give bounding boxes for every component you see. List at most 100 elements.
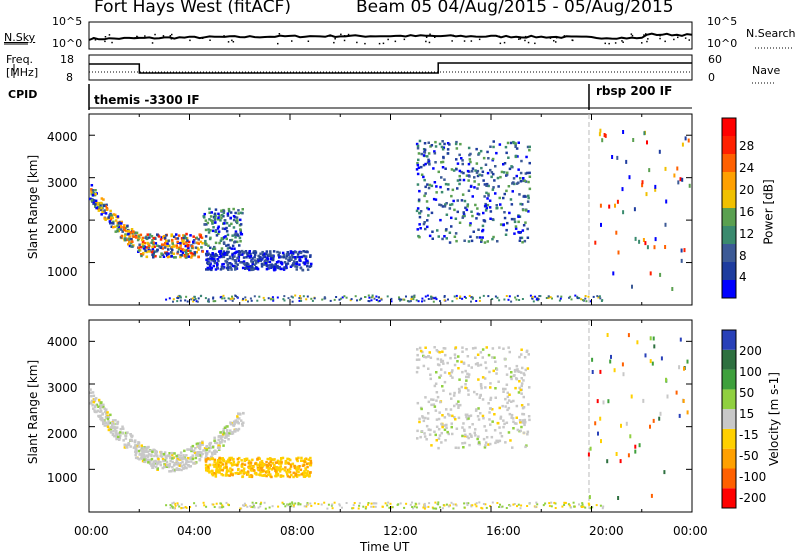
nsearch-point bbox=[343, 35, 346, 37]
power-panel-cell bbox=[293, 256, 297, 259]
power-panel-cell bbox=[229, 216, 232, 220]
velocity-panel-cell bbox=[266, 470, 269, 473]
power-panel-cell bbox=[121, 230, 124, 233]
velocity-panel-cell bbox=[428, 433, 432, 436]
power-panel-ground-cell bbox=[433, 297, 436, 300]
velocity-panel-cell bbox=[464, 433, 467, 437]
power-panel-cell bbox=[422, 175, 425, 179]
power-panel-cell bbox=[463, 214, 466, 218]
power-panel-cell bbox=[448, 207, 452, 210]
velocity-panel-cell bbox=[434, 382, 438, 385]
power-panel-cell bbox=[249, 252, 252, 256]
velocity-panel-cell bbox=[228, 432, 231, 435]
velocity-panel-cell bbox=[189, 457, 192, 460]
velocity-panel-cell bbox=[250, 475, 254, 479]
power-panel-cell bbox=[242, 260, 246, 263]
velocity-panel-cell bbox=[483, 446, 487, 449]
power-panel-cell bbox=[152, 253, 156, 257]
velocity-panel-cell bbox=[119, 434, 122, 437]
velocity-panel-cell bbox=[166, 464, 169, 467]
velocity-panel-cell bbox=[240, 469, 243, 472]
velocity-panel-ground-cell bbox=[414, 502, 417, 505]
power-panel-cell bbox=[469, 160, 472, 164]
power-panel-cell bbox=[435, 191, 438, 194]
power-panel-cell bbox=[212, 259, 216, 263]
velocity-panel-cell bbox=[117, 432, 120, 435]
power-panel-ground-cell bbox=[367, 294, 370, 297]
velocity-panel-cell bbox=[495, 372, 498, 375]
power-panel-cell bbox=[473, 176, 476, 179]
velocity-panel-cell bbox=[416, 348, 419, 351]
power-panel-cell bbox=[268, 260, 272, 264]
velocity-panel-cell bbox=[175, 454, 178, 458]
power-panel-ground-cell bbox=[599, 297, 602, 300]
velocity-panel-cell bbox=[491, 356, 494, 359]
vel-cb-tick-m100: -100 bbox=[739, 470, 767, 484]
power-panel-cell bbox=[458, 153, 461, 157]
velocity-panel-cell bbox=[509, 375, 513, 379]
power-colorbar-segment bbox=[722, 262, 736, 280]
velocity-panel-ground-cell bbox=[364, 507, 367, 510]
velocity-panel-cell bbox=[117, 435, 120, 438]
power-panel-ground-cell bbox=[539, 295, 542, 298]
velocity-panel-cell bbox=[289, 465, 293, 468]
velocity-panel-cell bbox=[494, 387, 497, 390]
power-panel-cell bbox=[209, 246, 212, 249]
velocity-panel-cell bbox=[465, 379, 468, 382]
velocity-panel-cell bbox=[112, 422, 115, 426]
velocity-panel-cell bbox=[226, 425, 229, 428]
velocity-panel-cell bbox=[453, 416, 456, 419]
velocity-panel-cell bbox=[241, 462, 244, 466]
velocity-panel-ground-cell bbox=[176, 502, 179, 505]
velocity-panel-noise-cell bbox=[587, 452, 590, 457]
power-panel-cell bbox=[279, 267, 283, 271]
power-panel-cell bbox=[161, 247, 164, 250]
velocity-panel-cell bbox=[510, 416, 513, 419]
power-panel-cell bbox=[185, 251, 188, 254]
power-panel-cell bbox=[224, 227, 227, 231]
power-panel-noise-cell bbox=[614, 203, 616, 208]
velocity-panel-cell bbox=[102, 405, 105, 409]
power-panel-cell bbox=[211, 257, 214, 260]
power-panel-cell bbox=[492, 235, 495, 239]
power-panel-ground-cell bbox=[249, 297, 252, 300]
power-panel-ground-cell bbox=[165, 298, 168, 301]
power-panel-cell bbox=[441, 166, 445, 169]
velocity-panel-cell bbox=[479, 412, 482, 415]
velocity-panel-cell bbox=[256, 466, 260, 470]
velocity-panel-cell bbox=[208, 463, 212, 467]
power-panel-cell bbox=[227, 207, 231, 211]
velocity-panel-cell bbox=[213, 449, 217, 452]
power-panel-cell bbox=[489, 217, 492, 220]
power-panel-ground-cell bbox=[306, 295, 309, 298]
velocity-panel-cell bbox=[270, 458, 274, 461]
power-panel-cell bbox=[263, 252, 266, 256]
velocity-panel-cell bbox=[165, 465, 169, 468]
power-panel-cell bbox=[104, 204, 107, 208]
velocity-panel-cell bbox=[457, 387, 461, 391]
velocity-panel-cell bbox=[440, 368, 443, 371]
velocity-panel-cell bbox=[102, 422, 105, 426]
power-panel-cell bbox=[92, 202, 95, 206]
freq-left-tick-low: 8 bbox=[66, 71, 73, 84]
velocity-panel-ground-cell bbox=[485, 506, 488, 509]
power-panel-cell bbox=[252, 251, 255, 255]
velocity-panel-cell bbox=[445, 408, 448, 411]
velocity-panel-cell bbox=[453, 391, 456, 395]
power-panel-cell bbox=[166, 242, 169, 245]
velocity-panel-noise-cell bbox=[588, 495, 591, 500]
power-panel-cell bbox=[180, 237, 184, 240]
power-panel-cell bbox=[236, 263, 239, 266]
power-panel-cell bbox=[505, 151, 508, 155]
velocity-panel-cell bbox=[471, 347, 475, 350]
velocity-panel-cell bbox=[142, 450, 146, 454]
velocity-panel-ground-cell bbox=[478, 501, 481, 504]
power-panel-cell bbox=[216, 218, 220, 221]
power-panel-cell bbox=[181, 248, 184, 251]
power-panel-cell bbox=[430, 144, 434, 147]
nsearch-point bbox=[676, 34, 678, 36]
power-panel-cell bbox=[285, 264, 288, 267]
velocity-panel-cell bbox=[237, 427, 241, 431]
velocity-panel-cell bbox=[439, 358, 443, 361]
power-panel-cell bbox=[273, 265, 276, 269]
